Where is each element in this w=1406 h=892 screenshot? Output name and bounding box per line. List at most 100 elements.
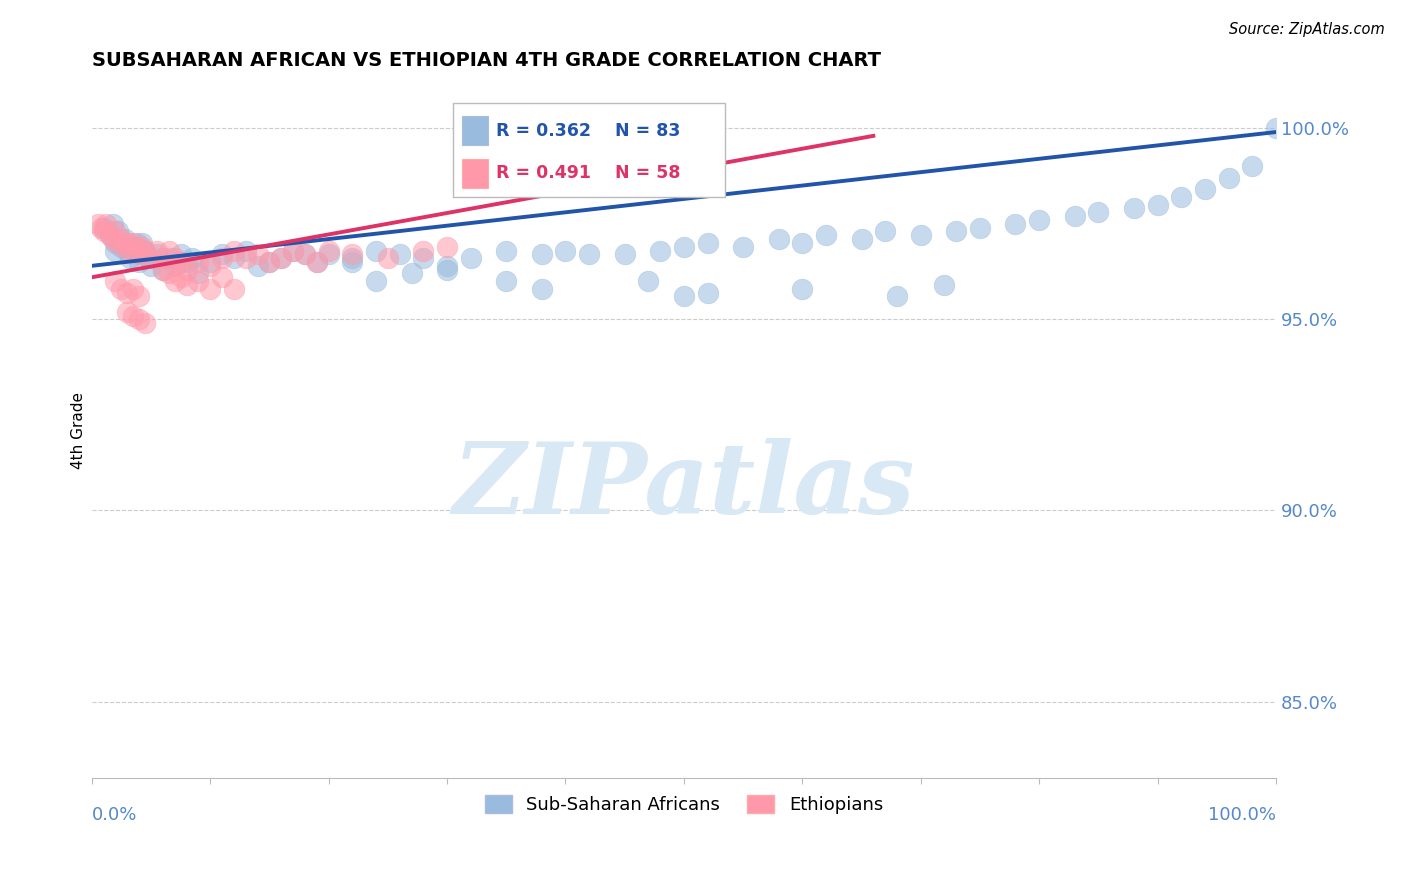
Point xyxy=(1063,209,1085,223)
Point xyxy=(222,251,245,265)
Point xyxy=(305,255,328,269)
Point xyxy=(131,240,153,254)
Point xyxy=(169,270,191,285)
Point xyxy=(93,224,115,238)
FancyBboxPatch shape xyxy=(463,116,488,145)
Point xyxy=(117,235,139,250)
Point xyxy=(176,277,198,292)
Point xyxy=(222,282,245,296)
Point xyxy=(122,282,145,296)
Point xyxy=(246,259,269,273)
Point xyxy=(1170,190,1192,204)
Point xyxy=(117,304,139,318)
Point xyxy=(412,244,434,258)
Point xyxy=(139,259,162,273)
Text: Source: ZipAtlas.com: Source: ZipAtlas.com xyxy=(1229,22,1385,37)
Text: 100.0%: 100.0% xyxy=(1208,805,1277,824)
Point xyxy=(1146,197,1168,211)
Point xyxy=(578,247,600,261)
Point xyxy=(377,251,399,265)
Point xyxy=(401,267,423,281)
Point xyxy=(101,232,124,246)
Point xyxy=(1218,170,1240,185)
Point xyxy=(110,240,132,254)
Point xyxy=(117,244,139,258)
Point xyxy=(94,217,117,231)
Point xyxy=(672,240,695,254)
Point xyxy=(169,255,191,269)
Point xyxy=(187,274,209,288)
Point xyxy=(969,220,991,235)
FancyBboxPatch shape xyxy=(453,103,725,197)
Point xyxy=(792,235,814,250)
Point xyxy=(134,244,156,258)
Point xyxy=(176,262,198,277)
Point xyxy=(157,244,180,258)
Point xyxy=(1241,160,1264,174)
Point xyxy=(318,244,340,258)
Point xyxy=(259,255,281,269)
Point xyxy=(305,255,328,269)
Point xyxy=(118,244,141,258)
Text: 0.0%: 0.0% xyxy=(91,805,138,824)
Point xyxy=(122,240,145,254)
Point xyxy=(107,224,129,238)
Point xyxy=(270,251,292,265)
Point xyxy=(554,244,576,258)
Point xyxy=(169,247,191,261)
Point xyxy=(1087,205,1109,219)
Point xyxy=(118,251,141,265)
Point xyxy=(101,217,124,231)
Point xyxy=(211,251,233,265)
Point xyxy=(733,240,755,254)
Point xyxy=(134,316,156,330)
Point xyxy=(86,217,108,231)
Point xyxy=(613,247,636,261)
Text: ZIPatlas: ZIPatlas xyxy=(453,438,915,534)
Point xyxy=(211,247,233,261)
Point xyxy=(122,309,145,323)
Point xyxy=(128,289,150,303)
Point xyxy=(152,262,174,277)
Point xyxy=(134,244,156,258)
Point xyxy=(281,244,304,258)
Point xyxy=(181,251,204,265)
Point xyxy=(98,228,121,243)
Point xyxy=(436,240,458,254)
Point xyxy=(104,244,127,258)
Point xyxy=(200,259,222,273)
Text: SUBSAHARAN AFRICAN VS ETHIOPIAN 4TH GRADE CORRELATION CHART: SUBSAHARAN AFRICAN VS ETHIOPIAN 4TH GRAD… xyxy=(91,51,880,70)
Text: R = 0.362    N = 83: R = 0.362 N = 83 xyxy=(495,122,681,140)
Point xyxy=(1194,182,1216,196)
Point xyxy=(110,282,132,296)
Point xyxy=(246,247,269,261)
Point xyxy=(187,255,209,269)
Point xyxy=(163,251,186,265)
Point xyxy=(107,235,129,250)
Point xyxy=(436,262,458,277)
FancyBboxPatch shape xyxy=(463,159,488,187)
Point xyxy=(152,251,174,265)
Point xyxy=(125,235,148,250)
Point xyxy=(388,247,411,261)
Point xyxy=(1122,202,1144,216)
Point xyxy=(90,220,112,235)
Point xyxy=(200,282,222,296)
Point xyxy=(281,244,304,258)
Point xyxy=(211,270,233,285)
Point xyxy=(342,247,364,261)
Point xyxy=(495,274,517,288)
Point xyxy=(364,274,387,288)
Point xyxy=(128,247,150,261)
Point xyxy=(875,224,897,238)
Point xyxy=(163,274,186,288)
Text: R = 0.491    N = 58: R = 0.491 N = 58 xyxy=(495,164,681,182)
Point xyxy=(814,228,837,243)
Point xyxy=(460,251,482,265)
Point xyxy=(125,240,148,254)
Legend: Sub-Saharan Africans, Ethiopians: Sub-Saharan Africans, Ethiopians xyxy=(478,788,890,822)
Point xyxy=(934,277,956,292)
Point xyxy=(110,232,132,246)
Point xyxy=(910,228,932,243)
Point xyxy=(1028,213,1050,227)
